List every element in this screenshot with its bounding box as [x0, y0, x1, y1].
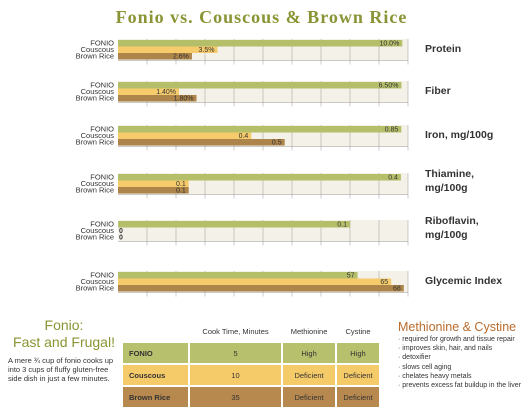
fonio-box-subtitle: Fast and Frugal!: [13, 334, 115, 350]
fonio-box-text: A mere ¾ cup of fonio cooks up into 3 cu…: [8, 356, 114, 383]
bar-fonio: [118, 40, 403, 47]
page-title: Fonio vs. Couscous & Brown Rice: [115, 7, 408, 27]
bar-brown-rice: [118, 139, 285, 146]
category-label: FONIO: [90, 125, 114, 134]
bar-brown-rice: [118, 95, 197, 102]
data-label: 3.5%: [199, 47, 215, 54]
bar-couscous: [118, 88, 180, 95]
bar-fonio: [118, 221, 350, 228]
data-label: 0.1: [337, 222, 347, 229]
table-row: Couscous 10 Deficient Deficient: [123, 364, 381, 387]
table-cell: Deficient: [282, 386, 338, 409]
bar-brown-rice: [118, 187, 189, 194]
comparison-table: Cook Time, Minutes Methionine Cystine FO…: [123, 321, 381, 409]
bar-fonio: [118, 174, 401, 181]
table-cell: Couscous: [123, 364, 190, 387]
category-label: Brown Rice: [76, 138, 114, 147]
table-header: Methionine: [282, 321, 338, 343]
table-header: Cook Time, Minutes: [189, 321, 284, 343]
table-cell: FONIO: [123, 342, 190, 365]
list-item: chelates heavy metals: [398, 372, 523, 381]
methionine-title: Methionine & Cystine: [398, 320, 517, 334]
category-label: Couscous: [81, 226, 115, 235]
data-label: 0.4: [239, 133, 249, 140]
list-item: slows cell aging: [398, 363, 523, 372]
table-header: [123, 321, 190, 343]
data-label: 0: [119, 235, 123, 242]
table-header-row: Cook Time, Minutes Methionine Cystine: [123, 321, 381, 343]
data-label: 0.5: [272, 140, 282, 147]
table-header: Cystine: [336, 321, 381, 343]
bar-fonio: [118, 82, 402, 89]
table-row: Brown Rice 35 Deficient Deficient: [123, 386, 381, 409]
table-cell: 10: [189, 364, 284, 387]
chart-title: Glycemic Index: [425, 275, 502, 287]
category-label: FONIO: [90, 220, 114, 229]
table-cell: Deficient: [282, 364, 338, 387]
table-cell: 5: [189, 342, 284, 365]
data-label: 57: [347, 273, 355, 280]
comparison-bar-charts: FONIO 10.0% Couscous 3.5% Brown Rice 2.6% Prot…: [76, 39, 502, 297]
data-label: 0: [119, 228, 123, 235]
category-label: Couscous: [81, 45, 115, 54]
data-label: 6.50%: [379, 83, 399, 90]
bar-fonio: [118, 272, 358, 279]
category-label: Brown Rice: [76, 233, 114, 242]
data-label: 0.4: [388, 175, 398, 182]
data-label: 0.85: [385, 127, 399, 134]
bar-couscous: [118, 180, 189, 187]
category-label: Couscous: [81, 131, 115, 140]
category-label: Couscous: [81, 87, 115, 96]
table-row: FONIO 5 High High: [123, 342, 381, 365]
methionine-benefits-list: required for growth and tissue repair im…: [398, 335, 523, 390]
bar-brown-rice: [118, 285, 404, 292]
chart-title: Fiber: [425, 85, 451, 97]
data-label: 65: [380, 279, 388, 286]
category-label: Brown Rice: [76, 284, 114, 293]
category-label: FONIO: [90, 39, 114, 48]
table-cell: 35: [189, 386, 284, 409]
bar-couscous: [118, 278, 392, 285]
table-cell: Brown Rice: [123, 386, 190, 409]
bar-couscous: [118, 46, 218, 53]
data-label: 1.40%: [156, 89, 176, 96]
category-label: Couscous: [81, 277, 115, 286]
bar-brown-rice: [118, 53, 192, 60]
data-label: 10.0%: [379, 41, 399, 48]
chart-title: mg/100g: [425, 182, 468, 194]
category-label: Brown Rice: [76, 52, 114, 61]
table-cell: Deficient: [336, 386, 381, 409]
category-label: Brown Rice: [76, 94, 114, 103]
data-label: 0.1: [176, 188, 186, 195]
list-item: detoxifier: [398, 353, 523, 362]
table-cell: High: [336, 342, 381, 365]
list-item: improves skin, hair, and nails: [398, 344, 523, 353]
chart-title: mg/100g: [425, 229, 468, 241]
list-item: required for growth and tissue repair: [398, 335, 523, 344]
chart-title: Thiamine,: [425, 168, 474, 180]
chart-title: Protein: [425, 43, 461, 55]
category-label: Couscous: [81, 179, 115, 188]
chart-title: Iron, mg/100g: [425, 129, 493, 141]
data-label: 1.80%: [174, 96, 194, 103]
fonio-info-box: Fonio: Fast and Frugal! A mere ¾ cup of …: [8, 317, 120, 383]
category-label: FONIO: [90, 81, 114, 90]
data-label: 2.6%: [173, 54, 189, 61]
data-label: 0.1: [176, 181, 186, 188]
table-cell: Deficient: [336, 364, 381, 387]
category-label: FONIO: [90, 271, 114, 280]
chart-title: Riboflavin,: [425, 215, 479, 227]
table-cell: High: [282, 342, 338, 365]
bar-fonio: [118, 126, 402, 133]
category-label: FONIO: [90, 173, 114, 182]
list-item: prevents excess fat buildup in the liver: [398, 381, 523, 390]
category-label: Brown Rice: [76, 186, 114, 195]
bar-couscous: [118, 132, 252, 139]
data-label: 68: [393, 286, 401, 293]
fonio-box-title: Fonio:: [44, 317, 84, 333]
